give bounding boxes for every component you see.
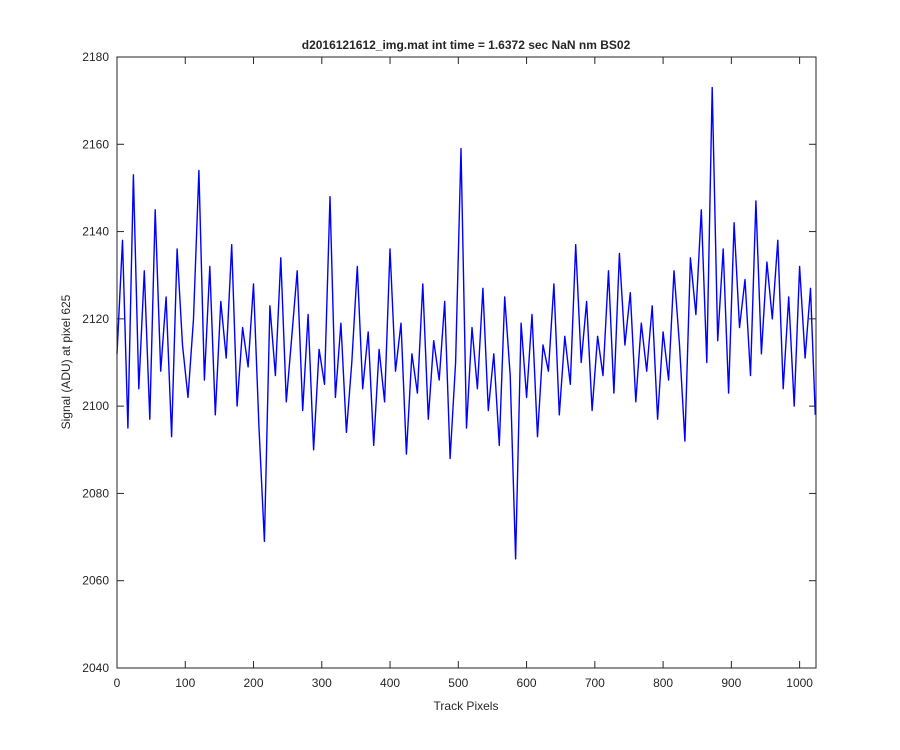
y-tick-label: 2060 [82,574,109,588]
x-tick-label: 0 [114,676,121,690]
y-axis-ticks: 2040 2060 2080 2100 2120 2140 2160 2180 [82,50,816,675]
x-tick-label: 800 [653,676,673,690]
y-tick-label: 2080 [82,486,109,500]
x-tick-label: 200 [244,676,264,690]
series-layer [116,86,816,560]
y-tick-label: 2120 [82,312,109,326]
y-tick-label: 2180 [82,50,109,64]
x-tick-label: 600 [517,676,537,690]
x-tick-label: 700 [585,676,605,690]
y-tick-label: 2160 [82,137,109,151]
y-tick-label: 2100 [82,399,109,413]
x-tick-label: 500 [448,676,468,690]
y-tick-label: 2040 [82,661,109,675]
x-tick-label: 400 [380,676,400,690]
x-axis-ticks: 0 100 200 300 400 500 600 700 800 900 1000 [114,57,813,690]
x-axis-label: Track Pixels [434,699,499,713]
y-axis-label: Signal (ADU) at pixel 625 [59,294,73,429]
x-tick-label: 1000 [786,676,813,690]
y-tick-label: 2140 [82,225,109,239]
axes-box [116,56,817,669]
x-tick-label: 900 [721,676,741,690]
x-tick-label: 100 [175,676,195,690]
x-tick-label: 300 [312,676,332,690]
plot-area [117,57,816,668]
series-line-1 [116,86,816,560]
chart-title: d2016121612_img.mat int time = 1.6372 se… [302,38,631,52]
